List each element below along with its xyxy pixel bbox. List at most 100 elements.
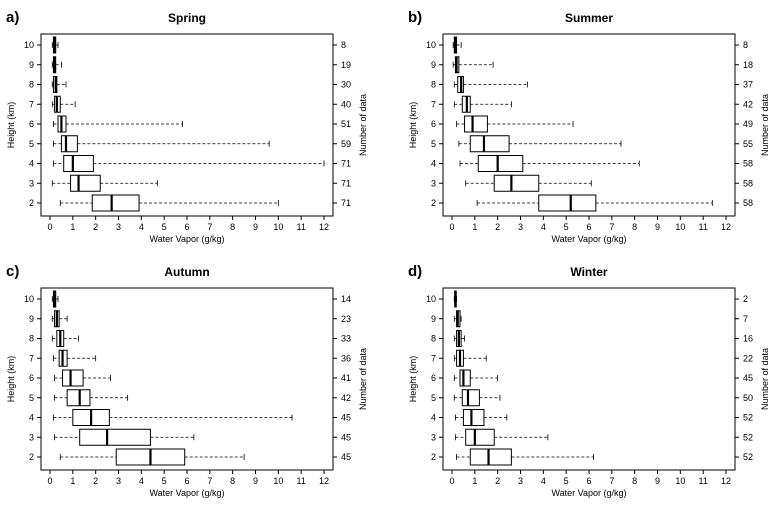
x-tick-label: 9 <box>253 476 258 486</box>
n-data-label: 45 <box>341 432 351 442</box>
y-tick-label: 2 <box>29 198 34 208</box>
box-7km <box>453 95 512 113</box>
x-tick-label: 8 <box>632 476 637 486</box>
n-data-label: 33 <box>341 334 351 344</box>
box-10km <box>452 36 462 54</box>
x-tick-label: 10 <box>273 476 283 486</box>
x-tick-label: 9 <box>655 476 660 486</box>
n-data-label: 22 <box>743 353 753 363</box>
x-tick-label: 9 <box>655 222 660 232</box>
box-3km <box>51 174 158 192</box>
y-axis-label-right: Number of data <box>760 348 770 410</box>
x-tick-label: 11 <box>296 476 305 486</box>
x-tick-label: 11 <box>698 476 707 486</box>
y-tick-label: 9 <box>29 314 34 324</box>
y-tick-label: 7 <box>431 353 436 363</box>
y-tick-label: 3 <box>431 432 436 442</box>
y-tick-label: 7 <box>431 99 436 109</box>
y-tick-label: 8 <box>431 334 436 344</box>
box-iqr <box>464 115 488 133</box>
x-tick-label: 12 <box>721 222 731 232</box>
box-iqr <box>477 155 524 172</box>
box-iqr <box>79 428 151 446</box>
n-data-label: 58 <box>743 159 753 169</box>
y-tick-label: 2 <box>431 198 436 208</box>
y-axis-label: Height (km) <box>6 356 16 403</box>
box-iqr <box>63 155 94 172</box>
panel-title: Spring <box>168 11 206 25</box>
x-tick-label: 3 <box>116 222 121 232</box>
panel-letter: c) <box>6 263 19 280</box>
x-tick-label: 1 <box>70 476 75 486</box>
y-tick-label: 10 <box>24 40 34 50</box>
y-tick-label: 6 <box>29 373 34 383</box>
y-tick-label: 4 <box>29 413 34 423</box>
x-tick-label: 5 <box>564 476 569 486</box>
box-5km <box>458 135 622 153</box>
y-tick-label: 6 <box>29 119 34 129</box>
n-data-label: 40 <box>341 99 351 109</box>
box-2km <box>59 194 279 212</box>
y-tick-label: 2 <box>29 452 34 462</box>
x-tick-label: 12 <box>319 476 329 486</box>
x-axis-label: Water Vapor (g/kg) <box>149 488 224 498</box>
box-4km <box>455 409 508 426</box>
n-data-label: 49 <box>743 119 753 129</box>
box-9km <box>51 310 68 328</box>
box-3km <box>455 428 549 446</box>
n-data-label: 16 <box>743 334 753 344</box>
box-9km <box>453 310 462 328</box>
box-10km <box>51 36 59 54</box>
y-tick-label: 10 <box>426 40 436 50</box>
box-5km <box>53 135 270 153</box>
box-iqr <box>66 389 91 407</box>
box-4km <box>53 409 293 426</box>
y-tick-label: 5 <box>29 393 34 403</box>
y-tick-label: 6 <box>431 373 436 383</box>
y-axis-label: Height (km) <box>408 102 418 149</box>
x-tick-label: 12 <box>319 222 329 232</box>
box-iqr <box>70 174 101 192</box>
y-tick-label: 4 <box>29 159 34 169</box>
x-tick-label: 9 <box>253 222 258 232</box>
x-tick-label: 3 <box>518 222 523 232</box>
y-tick-label: 2 <box>431 452 436 462</box>
n-data-label: 45 <box>743 373 753 383</box>
box-9km <box>51 56 62 74</box>
y-axis-label: Height (km) <box>6 102 16 149</box>
box-10km <box>51 290 59 308</box>
x-tick-label: 0 <box>47 222 52 232</box>
y-tick-label: 3 <box>29 178 34 188</box>
x-tick-label: 8 <box>230 476 235 486</box>
box-2km <box>456 448 594 466</box>
box-8km <box>453 330 465 347</box>
panel-letter: a) <box>6 9 19 26</box>
y-tick-label: 3 <box>29 432 34 442</box>
x-tick-label: 11 <box>698 222 707 232</box>
panel-title: Autumn <box>164 265 209 279</box>
x-tick-label: 3 <box>116 476 121 486</box>
y-tick-label: 9 <box>431 60 436 70</box>
x-tick-label: 8 <box>632 222 637 232</box>
x-tick-label: 4 <box>541 222 546 232</box>
n-data-label: 14 <box>341 294 351 304</box>
y-tick-label: 8 <box>29 80 34 90</box>
panel-letter: d) <box>408 263 422 280</box>
n-data-label: 42 <box>341 393 351 403</box>
y-axis-label-right: Number of data <box>358 94 368 156</box>
n-data-label: 59 <box>341 139 351 149</box>
n-data-label: 8 <box>743 40 748 50</box>
x-tick-label: 1 <box>472 222 477 232</box>
box-iqr <box>60 135 78 153</box>
n-data-label: 7 <box>743 314 748 324</box>
box-iqr <box>91 194 140 212</box>
x-tick-label: 11 <box>296 222 305 232</box>
box-6km <box>53 115 183 133</box>
x-axis-label: Water Vapor (g/kg) <box>551 488 626 498</box>
box-iqr <box>462 409 485 426</box>
y-tick-label: 3 <box>431 178 436 188</box>
y-tick-label: 9 <box>431 314 436 324</box>
n-data-label: 45 <box>341 452 351 462</box>
y-tick-label: 4 <box>431 413 436 423</box>
x-tick-label: 6 <box>184 476 189 486</box>
